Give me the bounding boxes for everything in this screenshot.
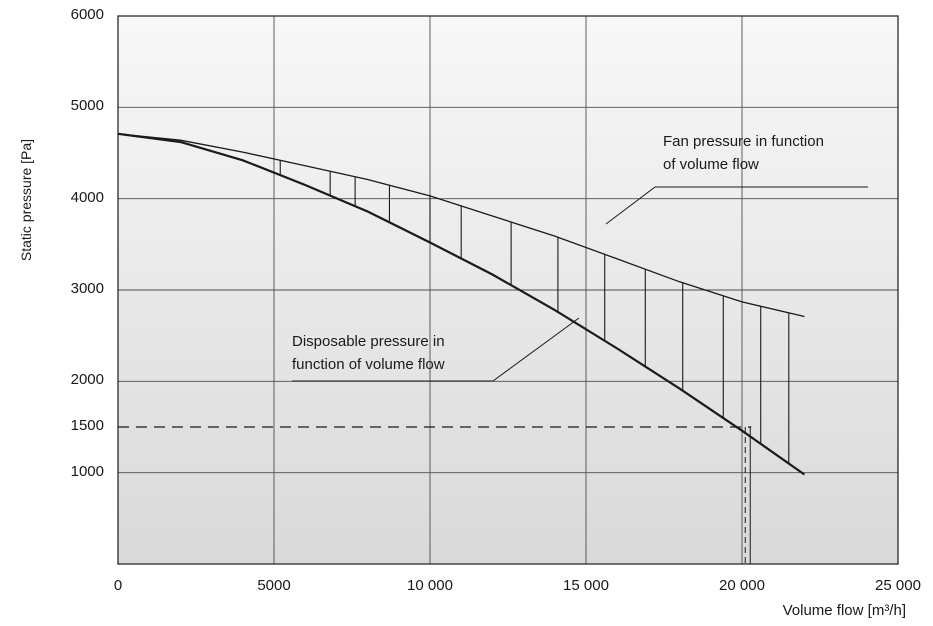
operating-point-guides: [118, 426, 752, 564]
y-tick-label: 1000: [70, 462, 104, 480]
y-tick-label: 5000: [70, 97, 104, 115]
y-tick-label: 1500: [70, 417, 104, 434]
y-tick-label: 6000: [70, 6, 104, 23]
pressure-difference-hatching: [279, 160, 790, 464]
y-tick-label: 3000: [70, 280, 104, 297]
annotation-line: Disposable pressure in: [292, 333, 445, 350]
curves: [117, 132, 806, 476]
y-tick-label: 4000: [70, 188, 104, 206]
y-tick-label: 2000: [70, 371, 104, 389]
disposable-pressure-annotation: Disposable pressure in function of volum…: [292, 330, 445, 376]
x-axis-label: Volume flow [m³/h]: [782, 602, 906, 619]
plot-frame: [117, 15, 899, 565]
fan-pressure-curve: [117, 133, 805, 318]
x-tick-label: 0: [113, 577, 123, 594]
grid-lines: [118, 16, 898, 564]
fan-pressure-annotation: Fan pressure in function of volume flow: [663, 130, 824, 176]
annotation-leaders: [292, 186, 868, 382]
annotation-line: of volume flow: [663, 156, 759, 173]
x-tick-label: 15 000: [563, 577, 609, 594]
x-tick-label: 10 000: [407, 577, 453, 594]
fan-annotation-leader: [605, 186, 868, 225]
disposable-annotation-leader: [292, 317, 580, 382]
x-tick-label: 25 000: [875, 577, 921, 594]
annotation-line: function of volume flow: [292, 356, 445, 373]
annotation-line: Fan pressure in function: [663, 133, 824, 150]
x-tick-label: 20 000: [719, 577, 765, 594]
x-tick-label: 5000: [257, 577, 291, 594]
disposable-pressure-curve: [117, 132, 806, 476]
